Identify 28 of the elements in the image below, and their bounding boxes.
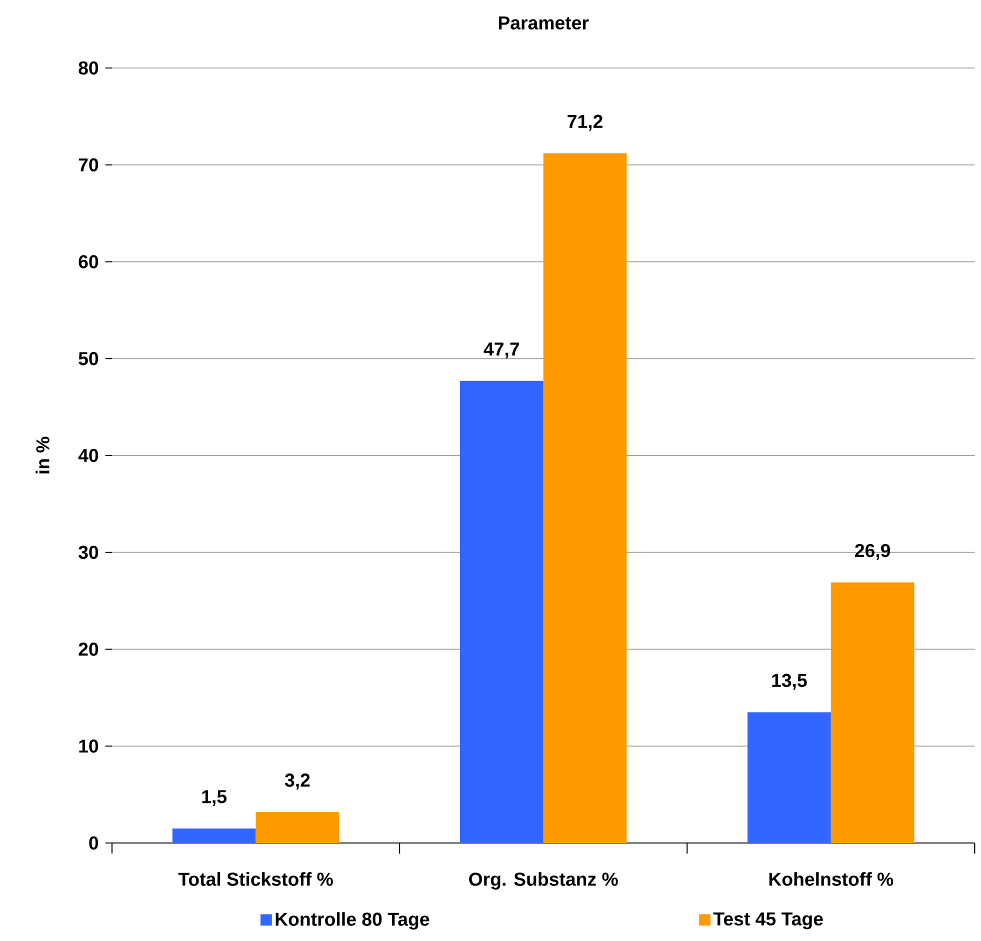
y-tick-label: 30 [78,546,98,559]
data-label: 47,7 [484,342,519,358]
y-tick-label: 60 [78,255,98,268]
x-tick-label: Org. Substanz % [469,872,618,890]
bar [256,812,340,843]
y-tick-label: 80 [78,61,98,75]
x-tick-label: Total Stickstoff % [178,872,333,886]
data-label: 26,9 [855,544,890,560]
legend-label: Test 45 Tage [713,912,823,930]
y-tick-label: 40 [78,448,98,462]
y-tick-label: 10 [79,739,98,753]
x-tick-label: Kohelnstoff % [769,872,894,886]
y-tick-label: 70 [78,158,98,172]
data-label: 71,2 [568,114,602,131]
y-axis-title: in % [36,436,50,474]
bar [172,828,256,843]
y-tick-label: 50 [78,352,98,366]
bar [830,582,914,843]
legend-label: Kontrolle 80 Tage [276,912,430,930]
bar [748,712,831,843]
data-label: 3,2 [284,774,310,790]
bar [543,153,627,843]
chart-title: Parameter [498,16,589,30]
y-tick-label: 20 [78,642,98,656]
y-tick-label: 0 [89,836,98,850]
data-label: 13,5 [772,674,807,690]
bar [460,380,544,843]
data-label: 1,5 [202,790,227,806]
